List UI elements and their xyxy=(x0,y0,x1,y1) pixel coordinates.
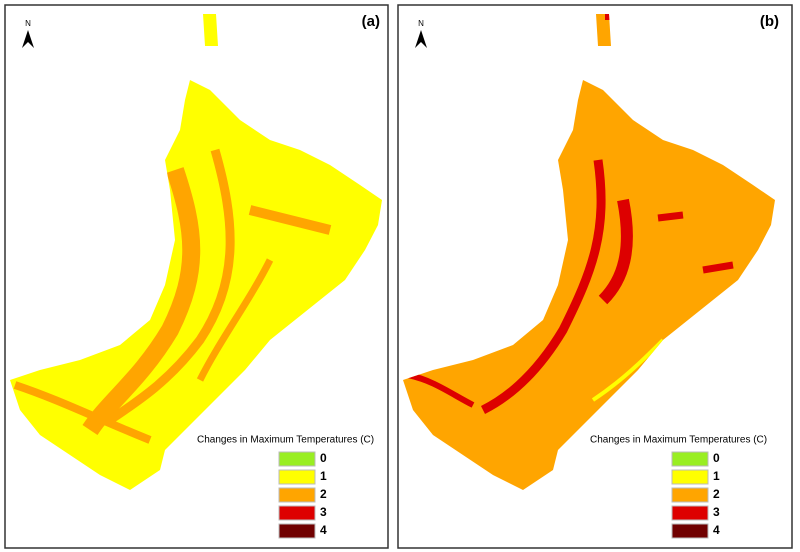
panel-overlay: (a) N Changes in Maximum Temperatures (C) 0… xyxy=(22,13,380,539)
legend-title: Changes in Maximum Temperatures (C) xyxy=(590,435,767,446)
legend-swatch xyxy=(671,523,709,539)
legend-label: 4 xyxy=(320,523,327,537)
north-label: N xyxy=(25,19,31,28)
legend-label: 2 xyxy=(713,487,720,501)
legend-swatch xyxy=(278,523,316,539)
panel-label: (b) xyxy=(760,13,779,30)
legend-label: 1 xyxy=(713,469,720,483)
legend-swatch xyxy=(671,451,709,467)
legend-label: 3 xyxy=(713,505,720,519)
north-arrow xyxy=(415,30,427,48)
north-label: N xyxy=(418,19,424,28)
legend-swatch xyxy=(278,451,316,467)
legend-swatch xyxy=(278,505,316,521)
legend-label: 0 xyxy=(713,451,720,465)
legend-label: 3 xyxy=(320,505,327,519)
legend-label: 2 xyxy=(320,487,327,501)
legend-title: Changes in Maximum Temperatures (C) xyxy=(197,435,374,446)
panel-overlay: (b) N Changes in Maximum Temperatures (C) 0… xyxy=(415,13,779,539)
legend-swatch xyxy=(278,487,316,503)
map-a xyxy=(4,4,389,549)
legend-swatch xyxy=(671,505,709,521)
legend-label: 4 xyxy=(713,523,720,537)
map-b xyxy=(397,4,793,549)
legend-label: 1 xyxy=(320,469,327,483)
legend-swatch xyxy=(671,487,709,503)
legend-swatch xyxy=(671,469,709,485)
legend-label: 0 xyxy=(320,451,327,465)
north-arrow xyxy=(22,30,34,48)
legend-swatch xyxy=(278,469,316,485)
panel-label: (a) xyxy=(362,13,380,30)
